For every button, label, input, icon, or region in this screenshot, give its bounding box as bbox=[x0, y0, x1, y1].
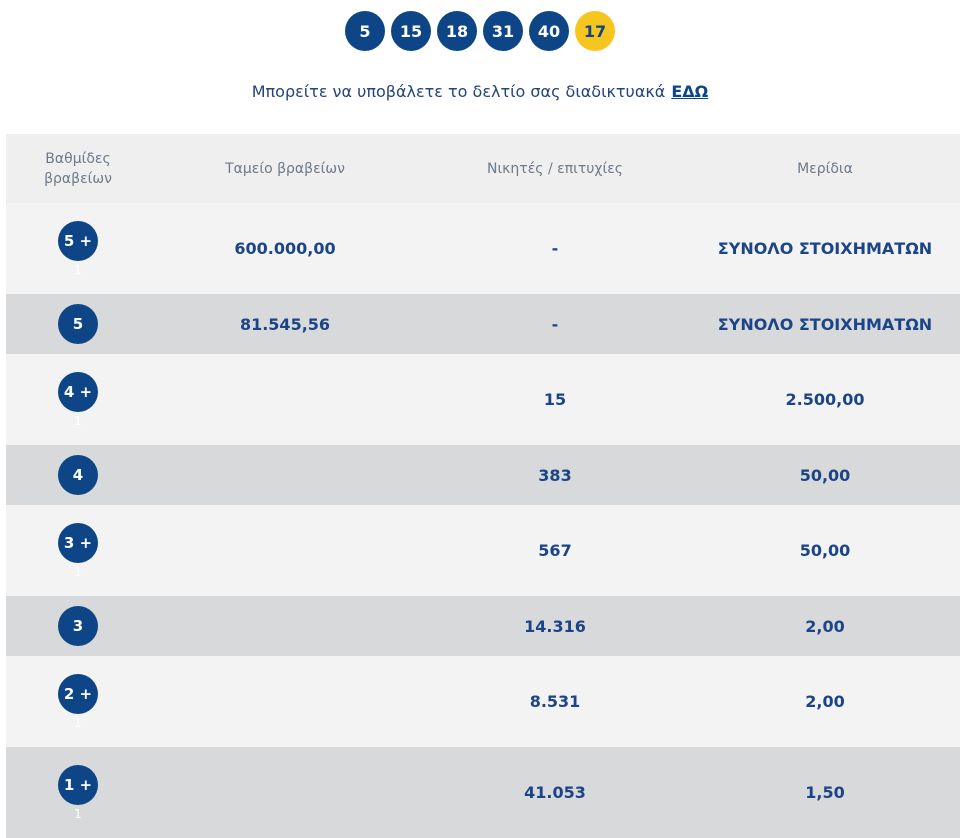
dividend-cell: 2,00 bbox=[690, 596, 960, 656]
level-badge: 3 + bbox=[58, 522, 98, 563]
header-levels-line2: βραβείων bbox=[44, 170, 112, 187]
drawn-numbers: 5 15 18 31 40 17 bbox=[0, 11, 960, 51]
dividend-cell: 50,00 bbox=[690, 505, 960, 596]
level-sub: 1 bbox=[74, 564, 82, 579]
fund-cell bbox=[150, 354, 420, 445]
fund-cell bbox=[150, 505, 420, 596]
level-cell: 1 +1 bbox=[6, 747, 150, 838]
fund-cell bbox=[150, 596, 420, 656]
winners-cell: 41.053 bbox=[420, 747, 690, 838]
header-levels-line1: Βαθμίδες bbox=[45, 150, 111, 167]
winners-cell: 8.531 bbox=[420, 656, 690, 747]
level-sub: 1 bbox=[74, 715, 82, 730]
level-badge: 4 bbox=[58, 455, 98, 495]
table-row: 1 +1 41.053 1,50 bbox=[6, 747, 960, 838]
level-cell: 4 +1 bbox=[6, 354, 150, 445]
online-submit-link[interactable]: ΕΔΩ bbox=[671, 82, 709, 101]
level-cell: 2 +1 bbox=[6, 656, 150, 747]
dividend-cell: ΣΥΝΟΛΟ ΣΤΟΙΧΗΜΑΤΩΝ bbox=[690, 294, 960, 354]
dividend-cell: ΣΥΝΟΛΟ ΣΤΟΙΧΗΜΑΤΩΝ bbox=[690, 203, 960, 294]
level-sub: 1 bbox=[74, 262, 82, 277]
table-row: 4 +1 15 2.500,00 bbox=[6, 354, 960, 445]
table-row: 3 +1 567 50,00 bbox=[6, 505, 960, 596]
winners-cell: - bbox=[420, 294, 690, 354]
winners-cell: 14.316 bbox=[420, 596, 690, 656]
level-badge: 1 + bbox=[58, 764, 98, 805]
header-dividend: Μερίδια bbox=[690, 134, 960, 203]
winners-cell: 15 bbox=[420, 354, 690, 445]
level-badge: 5 + bbox=[58, 220, 98, 261]
level-cell: 4 bbox=[6, 445, 150, 505]
fund-cell: 81.545,56 bbox=[150, 294, 420, 354]
table-row: 2 +1 8.531 2,00 bbox=[6, 656, 960, 747]
fund-cell: 600.000,00 bbox=[150, 203, 420, 294]
winners-cell: - bbox=[420, 203, 690, 294]
level-cell: 5 bbox=[6, 294, 150, 354]
level-badge: 2 + bbox=[58, 673, 98, 714]
level-badge: 3 bbox=[58, 606, 98, 646]
table-row: 5 +1 600.000,00- ΣΥΝΟΛΟ ΣΤΟΙΧΗΜΑΤΩΝ bbox=[6, 203, 960, 294]
dividend-cell: 50,00 bbox=[690, 445, 960, 505]
level-cell: 5 +1 bbox=[6, 203, 150, 294]
winners-cell: 567 bbox=[420, 505, 690, 596]
online-submit-info: Μπορείτε να υποβάλετε το δελτίο σας διαδ… bbox=[0, 82, 960, 101]
dividend-cell: 2,00 bbox=[690, 656, 960, 747]
level-sub: 1 bbox=[74, 413, 82, 428]
header-winners: Νικητές / επιτυχίες bbox=[420, 134, 690, 203]
bonus-ball: 17 bbox=[575, 11, 615, 51]
table-header: Βαθμίδες βραβείων Ταμείο βραβείων Νικητέ… bbox=[6, 134, 960, 203]
number-ball: 18 bbox=[437, 11, 477, 51]
table-row: 4 383 50,00 bbox=[6, 445, 960, 505]
fund-cell bbox=[150, 445, 420, 505]
header-levels: Βαθμίδες βραβείων bbox=[6, 134, 150, 203]
dividend-cell: 1,50 bbox=[690, 747, 960, 838]
number-ball: 5 bbox=[345, 11, 385, 51]
level-badge: 4 + bbox=[58, 371, 98, 412]
table-row: 5 81.545,56- ΣΥΝΟΛΟ ΣΤΟΙΧΗΜΑΤΩΝ bbox=[6, 294, 960, 354]
number-ball: 15 bbox=[391, 11, 431, 51]
level-badge: 5 bbox=[58, 304, 98, 344]
dividend-cell: 2.500,00 bbox=[690, 354, 960, 445]
fund-cell bbox=[150, 656, 420, 747]
level-cell: 3 +1 bbox=[6, 505, 150, 596]
level-cell: 3 bbox=[6, 596, 150, 656]
table-row: 3 14.316 2,00 bbox=[6, 596, 960, 656]
prize-table: Βαθμίδες βραβείων Ταμείο βραβείων Νικητέ… bbox=[6, 134, 960, 838]
header-fund: Ταμείο βραβείων bbox=[150, 134, 420, 203]
info-text: Μπορείτε να υποβάλετε το δελτίο σας διαδ… bbox=[251, 82, 666, 101]
winners-cell: 383 bbox=[420, 445, 690, 505]
level-sub: 1 bbox=[74, 806, 82, 821]
number-ball: 40 bbox=[529, 11, 569, 51]
number-ball: 31 bbox=[483, 11, 523, 51]
fund-cell bbox=[150, 747, 420, 838]
